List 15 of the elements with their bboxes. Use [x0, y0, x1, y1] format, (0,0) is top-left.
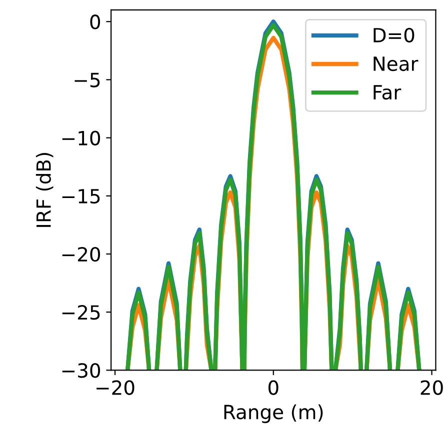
x-axis-title: Range (m) — [224, 404, 323, 424]
y-tick-label: −15 — [62, 189, 100, 204]
x-tick-label: 0 — [268, 380, 278, 395]
y-axis-title: IRF (dB) — [36, 153, 54, 227]
x-tick-label: 20 — [420, 380, 443, 395]
y-tick-label: −30 — [62, 363, 100, 378]
y-tick-label: −10 — [62, 130, 100, 146]
y-tick-label: −5 — [74, 72, 100, 88]
x-tick-label: −20 — [96, 380, 134, 395]
y-tick-label: −20 — [62, 246, 100, 262]
legend-label: Far — [374, 85, 402, 100]
legend-label: D=0 — [374, 28, 414, 43]
legend-label: Near — [374, 56, 418, 72]
y-tick-label: 0 — [90, 14, 100, 30]
y-tick-label: −25 — [62, 305, 100, 320]
